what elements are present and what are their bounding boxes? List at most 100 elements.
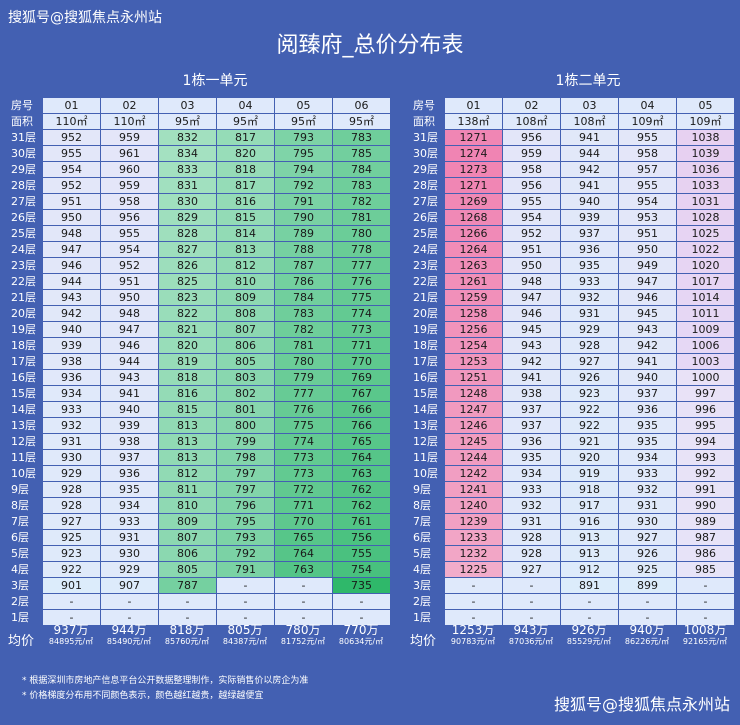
price-cell: 931 xyxy=(618,497,677,514)
price-cell: 776 xyxy=(274,401,333,418)
floor-label: 28层 xyxy=(410,177,445,194)
floor-label: 23层 xyxy=(410,257,445,274)
price-cell: 947 xyxy=(502,289,561,306)
floor-label: 30层 xyxy=(8,145,43,162)
price-cell: 763 xyxy=(274,561,333,578)
price-cell: 954 xyxy=(618,193,677,210)
unit-number: 03 xyxy=(158,97,217,114)
price-cell: 806 xyxy=(216,337,275,354)
price-cell: 803 xyxy=(216,369,275,386)
price-cell: 951 xyxy=(502,241,561,258)
floor-label: 20层 xyxy=(8,305,43,322)
price-cell: - xyxy=(274,577,333,594)
watermark-bottom: 搜狐号@搜狐焦点永州站 xyxy=(553,695,730,714)
price-cell: 775 xyxy=(274,417,333,434)
price-cell: 937 xyxy=(560,225,619,242)
floor-label: 23层 xyxy=(8,257,43,274)
price-cell: 812 xyxy=(158,465,217,482)
floor-label: 30层 xyxy=(410,145,445,162)
floor-row: 31层 1271 956 941 955 1038 xyxy=(410,129,735,146)
price-cell: 932 xyxy=(42,417,101,434)
floor-label: 31层 xyxy=(410,129,445,146)
floor-label: 18层 xyxy=(8,337,43,354)
floor-label: 26层 xyxy=(8,209,43,226)
price-cell: 933 xyxy=(560,273,619,290)
floor-label: 27层 xyxy=(8,193,43,210)
floor-row: 1层 - - - - - - xyxy=(8,609,391,626)
price-cell: 946 xyxy=(42,257,101,274)
floor-row: 20层 1258 946 931 945 1011 xyxy=(410,305,735,322)
floor-label: 9层 xyxy=(410,481,445,498)
price-cell: 952 xyxy=(42,129,101,146)
price-cell: 818 xyxy=(158,369,217,386)
price-cell: 1039 xyxy=(676,145,735,162)
avg-price: 805万 84387元/㎡ xyxy=(216,624,274,654)
price-cell: 813 xyxy=(158,433,217,450)
building1-price-table: 房号 01 02 03 04 05 06 面积 110㎡ 110㎡ 95㎡ 95㎡ 95㎡ 95㎡ 31层 9… xyxy=(8,97,391,626)
floor-label: 1层 xyxy=(410,609,445,626)
price-cell: 913 xyxy=(560,545,619,562)
floor-row: 12层 1245 936 921 935 994 xyxy=(410,433,735,450)
total-price: 1008万 xyxy=(683,623,727,637)
price-cell: - xyxy=(560,593,619,610)
price-cell: 928 xyxy=(502,545,561,562)
price-cell: 796 xyxy=(216,497,275,514)
price-cell: 943 xyxy=(502,337,561,354)
price-cell: 1241 xyxy=(444,481,503,498)
unit-price: 80634元/㎡ xyxy=(338,637,384,646)
price-cell: 958 xyxy=(618,145,677,162)
price-cell: 807 xyxy=(158,529,217,546)
unit-number: 02 xyxy=(502,97,561,114)
unit-area: 95㎡ xyxy=(216,113,275,130)
floor-row: 6层 1233 928 913 927 987 xyxy=(410,529,735,546)
price-cell: 948 xyxy=(42,225,101,242)
floor-row: 8层 928 934 810 796 771 762 xyxy=(8,497,391,514)
floor-row: 15层 934 941 816 802 777 767 xyxy=(8,385,391,402)
floor-row: 11层 1244 935 920 934 993 xyxy=(410,449,735,466)
floor-label: 22层 xyxy=(8,273,43,290)
price-cell: 989 xyxy=(676,513,735,530)
price-cell: 782 xyxy=(274,321,333,338)
price-cell: 933 xyxy=(502,481,561,498)
price-cell: 928 xyxy=(42,481,101,498)
price-cell: 1003 xyxy=(676,353,735,370)
price-cell: 808 xyxy=(216,305,275,322)
floor-label: 7层 xyxy=(410,513,445,530)
price-cell: 828 xyxy=(158,225,217,242)
floor-label: 6层 xyxy=(410,529,445,546)
price-cell: 783 xyxy=(332,129,391,146)
price-cell: 920 xyxy=(560,449,619,466)
price-cell: 939 xyxy=(100,417,159,434)
price-cell: 794 xyxy=(274,161,333,178)
floor-row: 2层 - - - - - - xyxy=(8,593,391,610)
price-cell: 996 xyxy=(676,401,735,418)
price-cell: 802 xyxy=(216,385,275,402)
unit-header-row: 房号 01 02 03 04 05 06 xyxy=(8,97,391,114)
floor-label: 16层 xyxy=(8,369,43,386)
row-label: 房号 xyxy=(410,97,445,114)
floor-row: 19层 1256 945 929 943 1009 xyxy=(410,321,735,338)
price-cell: 1263 xyxy=(444,257,503,274)
price-cell: 769 xyxy=(332,369,391,386)
price-cell: 916 xyxy=(560,513,619,530)
price-cell: 912 xyxy=(560,561,619,578)
price-cell: 951 xyxy=(618,225,677,242)
price-cell: 959 xyxy=(502,145,561,162)
floor-label: 10层 xyxy=(410,465,445,482)
floor-row: 5层 1232 928 913 926 986 xyxy=(410,545,735,562)
price-cell: 941 xyxy=(100,385,159,402)
price-cell: 1273 xyxy=(444,161,503,178)
price-cell: 813 xyxy=(216,241,275,258)
total-price: 805万 xyxy=(227,623,263,637)
unit-area: 138㎡ xyxy=(444,113,503,130)
floor-row: 5层 923 930 806 792 764 755 xyxy=(8,545,391,562)
price-cell: 927 xyxy=(560,353,619,370)
total-price: 818万 xyxy=(169,623,205,637)
price-cell: 1038 xyxy=(676,129,735,146)
floor-row: 21层 943 950 823 809 784 775 xyxy=(8,289,391,306)
price-cell: 1242 xyxy=(444,465,503,482)
unit-area: 109㎡ xyxy=(676,113,735,130)
unit-number: 03 xyxy=(560,97,619,114)
price-cell: 919 xyxy=(560,465,619,482)
price-cell: 955 xyxy=(42,145,101,162)
